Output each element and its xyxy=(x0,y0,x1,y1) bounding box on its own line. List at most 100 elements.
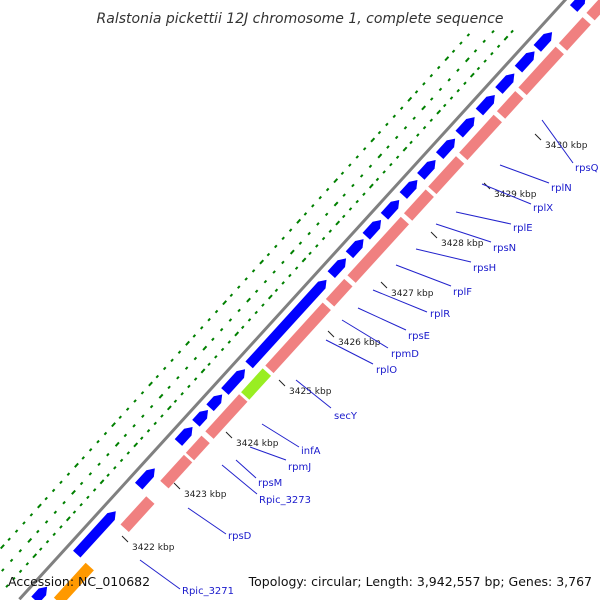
reverse-gene-block[interactable] xyxy=(346,215,411,284)
gc-dot xyxy=(96,439,100,444)
gc-dot xyxy=(192,334,197,338)
forward-cds-arrow[interactable] xyxy=(455,117,475,138)
forward-cds-arrow[interactable] xyxy=(495,73,515,94)
backbone-line xyxy=(18,0,568,600)
forward-cds-arrow[interactable] xyxy=(569,0,586,12)
forward-cds-arrow[interactable] xyxy=(514,51,535,73)
gc-dot xyxy=(241,325,245,330)
forward-cds-arrow[interactable] xyxy=(362,219,382,240)
gc-dot xyxy=(464,57,470,63)
reverse-gene-block[interactable] xyxy=(239,367,273,401)
gc-dot xyxy=(111,422,116,428)
forward-cds-arrow[interactable] xyxy=(31,586,48,600)
forward-cds-arrow[interactable] xyxy=(206,394,223,412)
gc-dot xyxy=(351,183,355,188)
tick-label-t3427: 3427 kbp xyxy=(391,289,434,299)
gene-leader-line xyxy=(235,459,257,479)
gc-dot xyxy=(162,366,167,371)
tick-label-t3428: 3428 kbp xyxy=(441,239,484,249)
gc-dot xyxy=(483,59,487,63)
gc-dot xyxy=(9,558,14,563)
gene-label-g_rplN[interactable]: rplN xyxy=(551,183,572,194)
gc-dot xyxy=(148,381,153,387)
gc-dot xyxy=(44,520,49,524)
forward-cds-arrow[interactable] xyxy=(417,160,436,180)
gc-dot xyxy=(12,576,16,581)
gene-label-g_rplR[interactable]: rplR xyxy=(430,309,450,320)
gene-label-g_rpmJ[interactable]: rpmJ xyxy=(288,462,311,473)
forward-cds-arrow[interactable] xyxy=(345,239,364,259)
reverse-gene-block[interactable] xyxy=(184,434,211,462)
gc-dot xyxy=(81,456,85,460)
gc-dot xyxy=(386,145,390,149)
gc-dot xyxy=(92,488,97,492)
gc-dot xyxy=(1,568,5,572)
gene-label-g_rpsN[interactable]: rpsN xyxy=(493,243,516,254)
forward-cds-arrow[interactable] xyxy=(192,409,209,427)
gene-leader-line xyxy=(139,559,181,590)
forward-cds-arrow[interactable] xyxy=(435,138,456,159)
gc-dot xyxy=(244,277,248,281)
gene-label-g_rpmD[interactable]: rpmD xyxy=(391,349,419,360)
gc-dot xyxy=(266,252,271,257)
reverse-gene-block[interactable] xyxy=(324,277,354,308)
reverse-gene-block[interactable] xyxy=(517,45,566,97)
gc-dot xyxy=(39,547,43,551)
gene-label-g_Rpic_3271[interactable]: Rpic_3271 xyxy=(182,586,234,597)
gc-dot xyxy=(412,116,416,121)
forward-cds-arrow[interactable] xyxy=(533,32,553,52)
gc-content-track xyxy=(0,29,514,588)
gene-leader-line xyxy=(249,446,287,461)
forward-cds-arrow[interactable] xyxy=(399,180,418,199)
gene-label-g_Rpic_3273[interactable]: Rpic_3273 xyxy=(259,495,311,506)
gene-leader-line xyxy=(481,183,532,205)
tick-mark xyxy=(121,535,129,543)
gc-dot xyxy=(456,88,460,93)
forward-cds-arrow[interactable] xyxy=(380,199,400,220)
forward-cds-arrow[interactable] xyxy=(73,511,116,558)
reverse-gene-block[interactable] xyxy=(264,301,333,375)
forward-cds-arrow[interactable] xyxy=(134,468,155,490)
forward-cds-arrow[interactable] xyxy=(327,258,347,279)
tick-label-t3426: 3426 kbp xyxy=(338,338,381,348)
reverse-gene-block[interactable] xyxy=(585,0,600,22)
gene-label-g_rplX[interactable]: rplX xyxy=(533,203,553,214)
gc-dot xyxy=(318,195,322,200)
gene-leader-line xyxy=(541,119,574,164)
reverse-gene-block[interactable] xyxy=(427,155,466,196)
gene-label-g_rpsE[interactable]: rpsE xyxy=(408,331,430,342)
gene-label-g_rpsQ[interactable]: rpsQ xyxy=(575,163,599,174)
reverse-gene-block[interactable] xyxy=(159,453,194,490)
reverse-gene-block[interactable] xyxy=(204,393,249,441)
gc-dot xyxy=(141,414,145,418)
gc-dot xyxy=(193,377,198,381)
gc-dot xyxy=(362,147,367,151)
tick-mark xyxy=(380,281,388,289)
gc-dot xyxy=(370,137,376,143)
gene-label-g_rpsH[interactable]: rpsH xyxy=(473,263,496,274)
forward-cds-arrow[interactable] xyxy=(221,369,246,395)
gene-label-g_rplO[interactable]: rplO xyxy=(376,365,397,376)
forward-cds-arrow[interactable] xyxy=(475,94,495,116)
reverse-gene-block[interactable] xyxy=(119,495,156,534)
gene-leader-line xyxy=(357,307,407,331)
gene-label-g_rpsD[interactable]: rpsD xyxy=(228,531,252,542)
gc-dot xyxy=(62,500,66,505)
gc-dot xyxy=(402,146,408,152)
reverse-gene-block[interactable] xyxy=(557,15,592,52)
gene-label-g_infA[interactable]: infA xyxy=(301,446,321,457)
gene-label-g_rplE[interactable]: rplE xyxy=(513,223,533,234)
tick-label-t3429: 3429 kbp xyxy=(494,190,537,200)
reverse-gene-block[interactable] xyxy=(52,561,96,600)
gc-dot xyxy=(328,229,333,233)
gc-dot xyxy=(149,404,154,409)
forward-cds-arrow[interactable] xyxy=(174,426,193,446)
reverse-gene-block[interactable] xyxy=(495,89,525,120)
reverse-gene-block[interactable] xyxy=(402,188,436,222)
reverse-gene-block[interactable] xyxy=(458,113,504,162)
gene-label-g_rplF[interactable]: rplF xyxy=(453,287,472,298)
gc-dot xyxy=(503,35,509,41)
forward-cds-arrow[interactable] xyxy=(245,279,327,369)
gene-label-g_rpsM[interactable]: rpsM xyxy=(258,478,282,489)
gene-label-g_secY[interactable]: secY xyxy=(334,411,358,422)
